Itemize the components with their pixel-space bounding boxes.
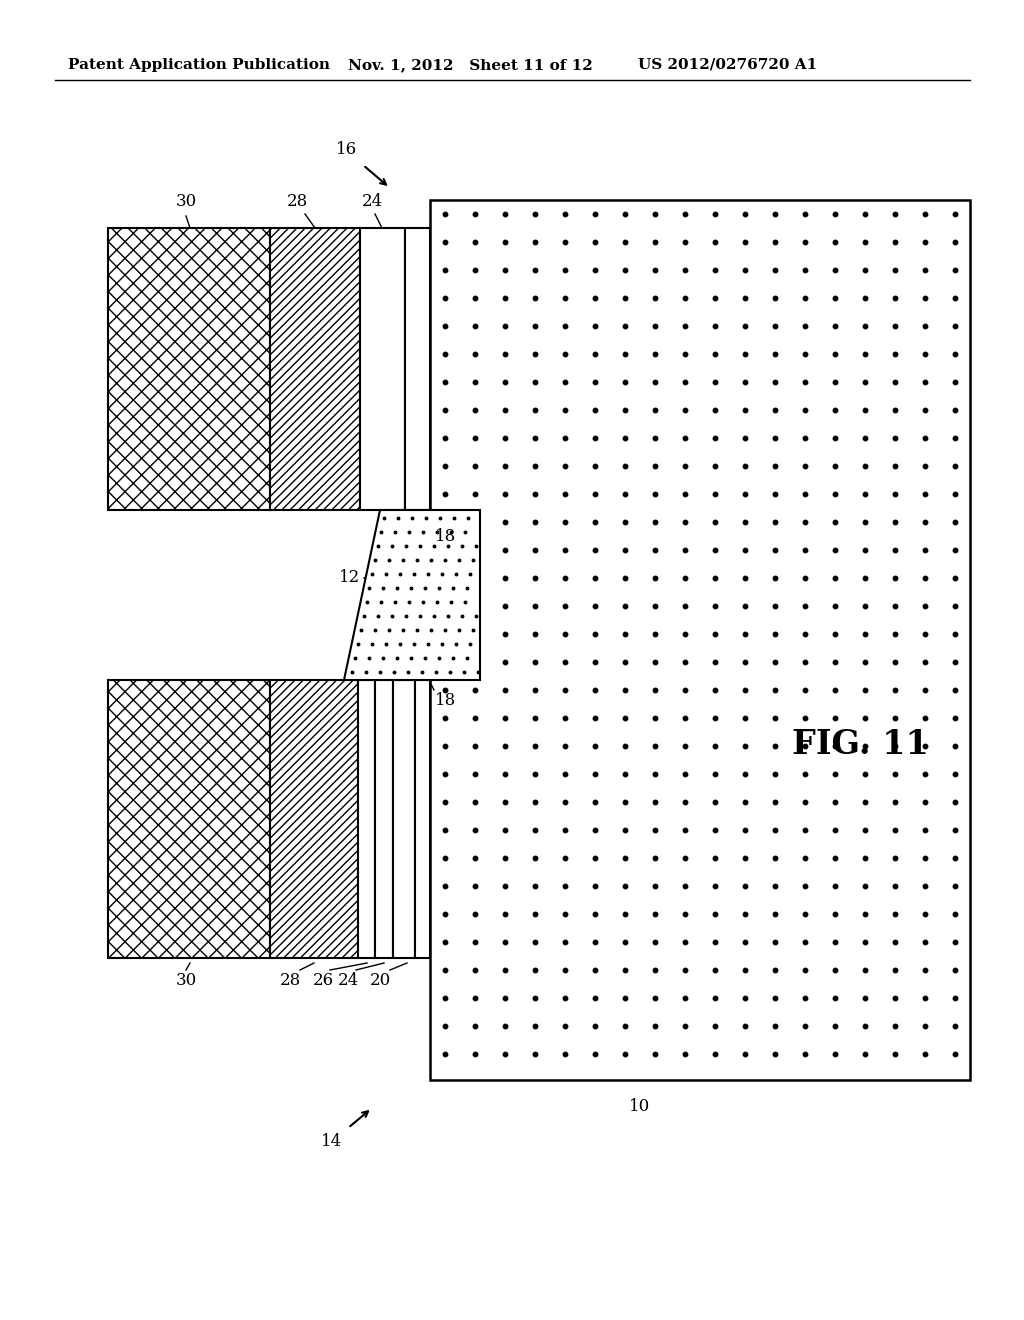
Bar (360, 228, 406, 510)
Text: 30: 30 (175, 193, 197, 210)
Bar (415, 680, 430, 958)
Text: FIG. 11: FIG. 11 (792, 729, 929, 762)
Text: 28: 28 (280, 972, 301, 989)
Bar (270, 680, 358, 958)
Text: 16: 16 (336, 141, 357, 158)
Text: 12: 12 (339, 569, 360, 586)
Text: 30: 30 (175, 972, 197, 989)
Text: Nov. 1, 2012   Sheet 11 of 12: Nov. 1, 2012 Sheet 11 of 12 (348, 58, 593, 73)
Text: US 2012/0276720 A1: US 2012/0276720 A1 (638, 58, 817, 73)
Bar (108, 680, 270, 958)
Bar (375, 680, 393, 958)
Text: Patent Application Publication: Patent Application Publication (68, 58, 330, 73)
Text: 10: 10 (630, 1098, 650, 1115)
Bar (108, 228, 270, 510)
Text: 18: 18 (435, 692, 457, 709)
Text: 24: 24 (337, 972, 358, 989)
Polygon shape (344, 510, 480, 680)
Bar (358, 680, 375, 958)
Bar (430, 201, 970, 1080)
Text: 28: 28 (287, 193, 307, 210)
Bar (270, 228, 360, 510)
Bar (406, 228, 430, 510)
Text: 20: 20 (370, 972, 390, 989)
Text: 18: 18 (435, 528, 457, 545)
Bar (393, 680, 415, 958)
Text: 24: 24 (361, 193, 383, 210)
Text: 26: 26 (312, 972, 334, 989)
Text: 14: 14 (321, 1133, 342, 1150)
